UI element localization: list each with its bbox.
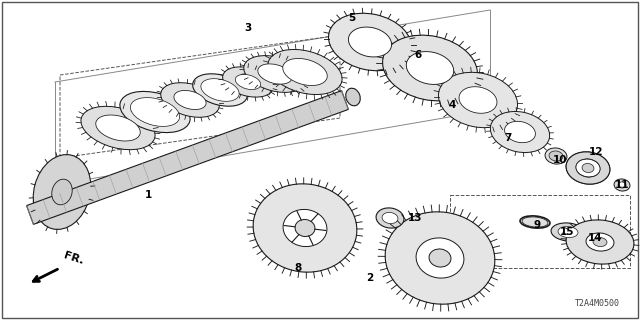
Ellipse shape (193, 74, 247, 106)
Ellipse shape (576, 159, 600, 177)
Ellipse shape (406, 52, 454, 84)
Ellipse shape (551, 223, 585, 241)
Ellipse shape (244, 56, 306, 92)
Ellipse shape (346, 88, 360, 106)
Text: 6: 6 (414, 50, 422, 60)
Ellipse shape (545, 148, 567, 164)
Ellipse shape (383, 35, 477, 101)
Text: 10: 10 (553, 155, 567, 165)
Text: T2A4M0500: T2A4M0500 (575, 299, 620, 308)
Ellipse shape (376, 208, 404, 228)
Ellipse shape (618, 182, 626, 188)
Text: 3: 3 (244, 23, 252, 33)
Text: 8: 8 (294, 263, 301, 273)
Text: 4: 4 (448, 100, 456, 110)
Text: 14: 14 (588, 233, 602, 243)
Ellipse shape (96, 115, 140, 141)
Ellipse shape (504, 121, 536, 143)
Ellipse shape (593, 237, 607, 246)
Ellipse shape (576, 159, 600, 177)
Ellipse shape (174, 91, 206, 109)
Ellipse shape (201, 79, 239, 101)
Ellipse shape (416, 238, 464, 278)
Ellipse shape (223, 67, 273, 97)
Ellipse shape (522, 217, 548, 227)
Ellipse shape (268, 50, 342, 94)
Text: 15: 15 (560, 227, 574, 237)
Ellipse shape (438, 72, 518, 128)
Ellipse shape (253, 184, 357, 272)
Ellipse shape (131, 98, 180, 126)
Ellipse shape (328, 13, 412, 71)
Text: FR.: FR. (62, 250, 84, 266)
Ellipse shape (520, 216, 550, 228)
Ellipse shape (283, 209, 327, 247)
Text: 9: 9 (533, 220, 541, 230)
Text: 7: 7 (504, 133, 512, 143)
Ellipse shape (566, 152, 610, 184)
Text: 13: 13 (408, 213, 422, 223)
Ellipse shape (566, 220, 634, 264)
Text: 5: 5 (348, 13, 356, 23)
Ellipse shape (348, 27, 392, 57)
Ellipse shape (283, 59, 327, 85)
Ellipse shape (558, 227, 578, 237)
Ellipse shape (382, 212, 398, 224)
Ellipse shape (258, 64, 292, 84)
Ellipse shape (385, 212, 495, 304)
Ellipse shape (566, 152, 610, 184)
Polygon shape (27, 91, 348, 224)
Text: 2: 2 (366, 273, 374, 283)
Ellipse shape (582, 164, 594, 172)
Text: 1: 1 (145, 190, 152, 200)
Ellipse shape (549, 151, 563, 161)
Ellipse shape (161, 83, 220, 117)
Ellipse shape (236, 75, 260, 90)
Ellipse shape (81, 106, 155, 150)
Ellipse shape (459, 87, 497, 113)
Ellipse shape (429, 249, 451, 267)
Ellipse shape (52, 179, 72, 205)
Ellipse shape (120, 92, 190, 132)
Ellipse shape (295, 220, 315, 236)
Ellipse shape (490, 111, 550, 153)
Ellipse shape (33, 155, 91, 229)
Ellipse shape (614, 179, 630, 191)
Text: 12: 12 (589, 147, 604, 157)
Text: 11: 11 (615, 180, 629, 190)
Ellipse shape (586, 233, 614, 251)
